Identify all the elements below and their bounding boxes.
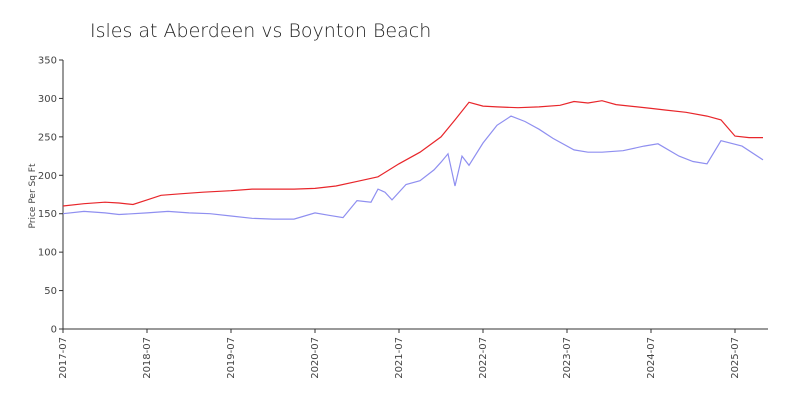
y-tick-label: 150: [38, 209, 57, 220]
x-tick-label: 2020-07: [310, 337, 321, 379]
x-tick-label: 2018-07: [142, 337, 153, 379]
x-tick-label: 2019-07: [226, 337, 237, 379]
x-tick-label: 2025-07: [730, 337, 741, 379]
y-tick-label: 100: [38, 248, 57, 259]
plot-area: [62, 100, 764, 220]
x-tick-label: 2022-07: [478, 337, 489, 379]
y-tick-label: 200: [38, 171, 57, 182]
chart-title: Isles at Aberdeen vs Boynton Beach: [90, 20, 431, 42]
x-axis: 2017-07 2018-07 2019-07 2020-07 2021-07 2022-…: [58, 328, 768, 379]
series-line-2: [62, 115, 764, 220]
y-tick-label: 350: [38, 56, 57, 67]
x-tick-label: 2017-07: [58, 337, 69, 379]
series-line-1: [62, 100, 763, 207]
y-axis: 0 50 100 150 200 250 300 350: [38, 56, 64, 336]
y-tick-label: 50: [44, 286, 57, 297]
y-tick-label: 0: [51, 325, 57, 336]
x-tick-label: 2023-07: [562, 337, 573, 379]
x-tick-label: 2024-07: [646, 337, 657, 379]
y-axis-label: Price Per Sq Ft: [28, 163, 38, 228]
x-tick-label: 2021-07: [394, 337, 405, 379]
y-tick-label: 300: [38, 94, 57, 105]
y-tick-label: 250: [38, 132, 57, 143]
